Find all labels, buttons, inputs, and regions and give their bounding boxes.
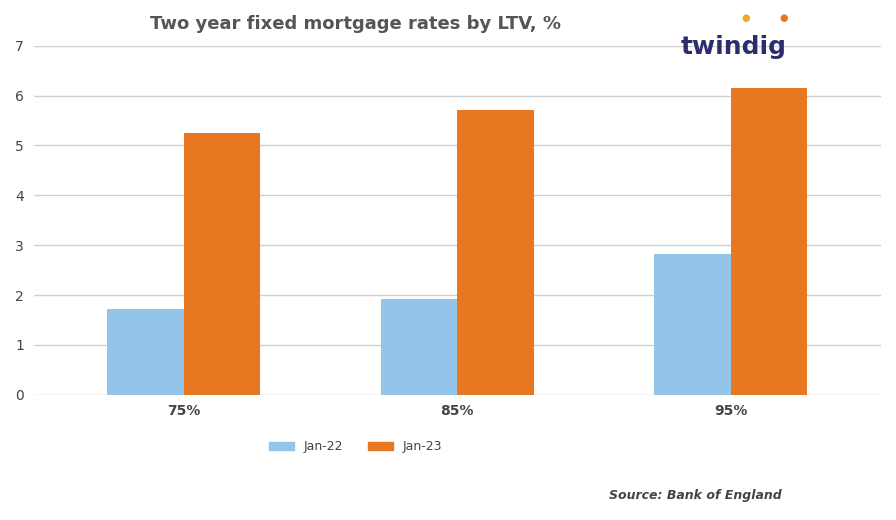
Text: twindig: twindig	[681, 35, 787, 59]
Text: Source: Bank of England: Source: Bank of England	[609, 489, 782, 502]
Bar	[381, 299, 457, 395]
Title: Two year fixed mortgage rates by LTV, %: Two year fixed mortgage rates by LTV, %	[151, 15, 561, 33]
Bar	[184, 133, 261, 395]
Legend: Jan-22, Jan-23: Jan-22, Jan-23	[263, 435, 448, 458]
Text: ●: ●	[741, 13, 750, 23]
Text: ●: ●	[780, 13, 788, 23]
Bar	[457, 110, 534, 395]
Bar	[730, 88, 807, 395]
Bar	[108, 309, 184, 395]
Bar	[654, 254, 730, 395]
